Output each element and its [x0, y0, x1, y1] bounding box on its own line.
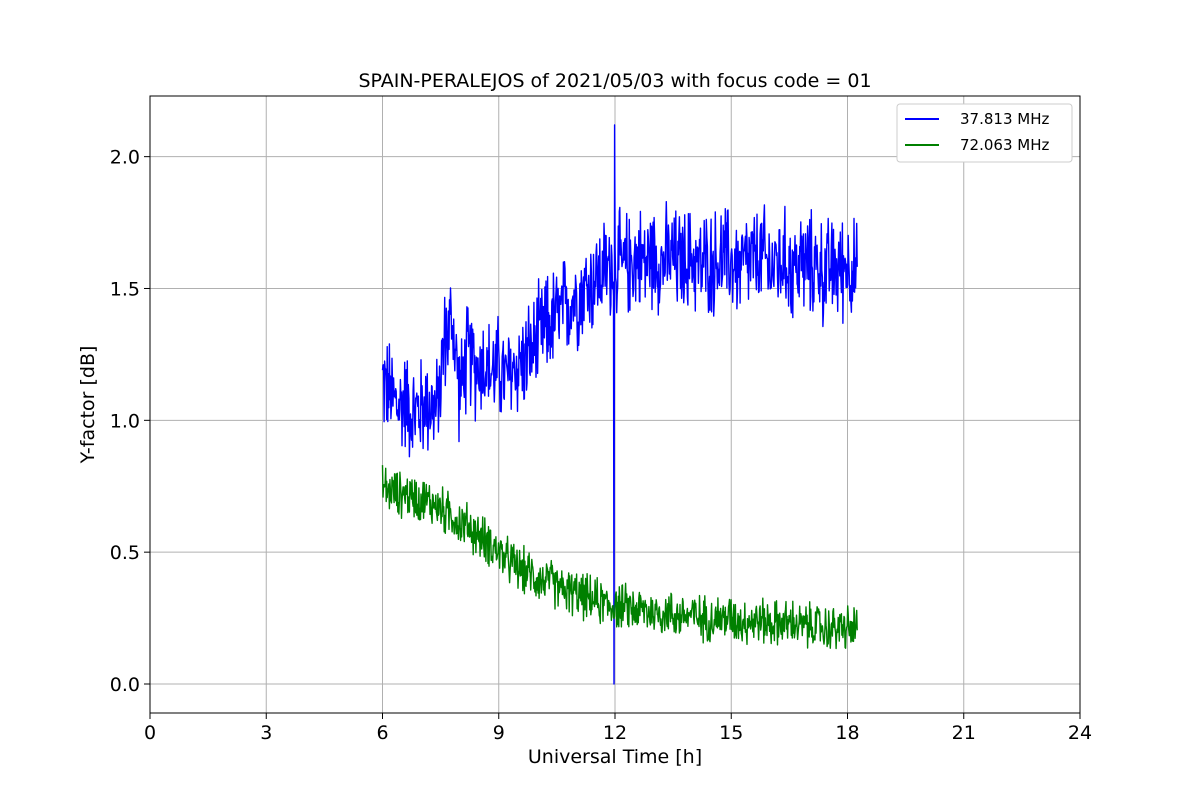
x-tick-label: 18: [835, 722, 859, 744]
chart-title: SPAIN-PERALEJOS of 2021/05/03 with focus…: [358, 70, 871, 92]
x-tick-label: 15: [719, 722, 743, 744]
y-tick-label: 0.5: [110, 542, 140, 564]
legend: 37.813 MHz 72.063 MHz: [896, 103, 1073, 163]
y-tick-label: 0.0: [110, 674, 140, 696]
series-line: [381, 465, 858, 650]
x-tick-label: 12: [603, 722, 627, 744]
x-tick-label: 21: [952, 722, 976, 744]
x-tick-label: 6: [376, 722, 388, 744]
y-axis-label: Y-factor [dB]: [77, 346, 99, 465]
x-axis-label: Universal Time [h]: [528, 746, 702, 768]
legend-label: 37.813 MHz: [960, 110, 1049, 128]
x-tick-label: 24: [1068, 722, 1092, 744]
legend-box: [896, 103, 1073, 163]
ticks: 0 3 6 9 12 15 18 21 24 0.0 0.5 1.0 1.5 2.0: [110, 147, 1092, 744]
y-tick-label: 1.0: [110, 410, 140, 432]
y-tick-label: 1.5: [110, 278, 140, 300]
y-tick-label: 2.0: [110, 147, 140, 169]
x-tick-label: 9: [493, 722, 505, 744]
plot-series: [381, 124, 858, 685]
x-tick-label: 3: [260, 722, 272, 744]
series-line: [381, 124, 858, 685]
legend-label: 72.063 MHz: [960, 136, 1049, 154]
x-tick-label: 0: [144, 722, 156, 744]
